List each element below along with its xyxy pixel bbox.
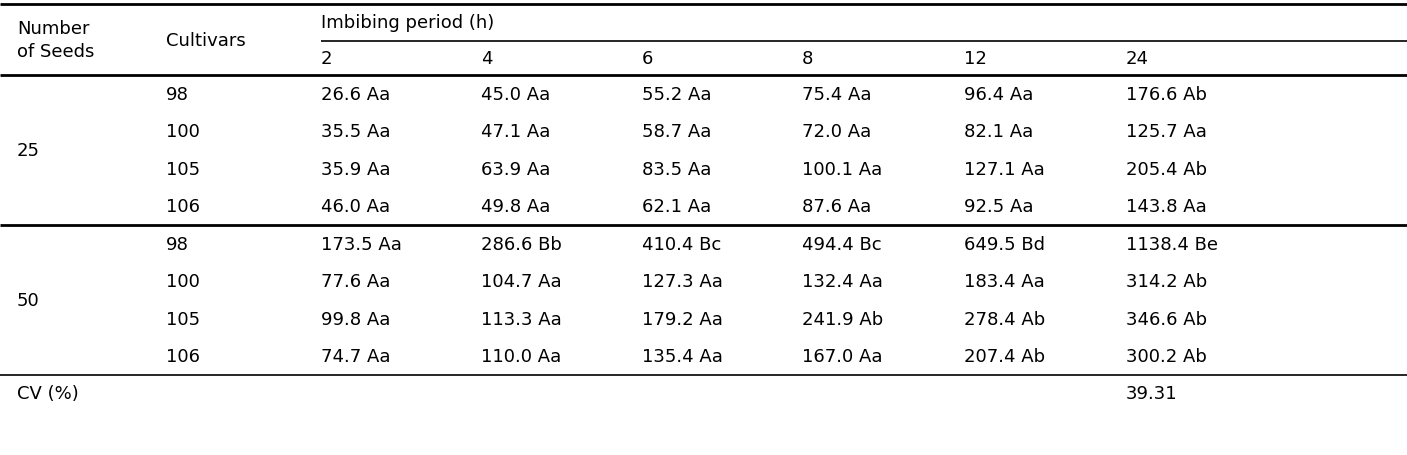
Text: 173.5 Aa: 173.5 Aa	[321, 235, 401, 253]
Text: 135.4 Aa: 135.4 Aa	[642, 348, 722, 365]
Text: 127.1 Aa: 127.1 Aa	[964, 161, 1044, 178]
Text: 92.5 Aa: 92.5 Aa	[964, 198, 1033, 216]
Text: 26.6 Aa: 26.6 Aa	[321, 86, 390, 104]
Text: 98: 98	[166, 86, 189, 104]
Text: 100: 100	[166, 123, 200, 141]
Text: 24: 24	[1126, 50, 1148, 68]
Text: 55.2 Aa: 55.2 Aa	[642, 86, 711, 104]
Text: CV (%): CV (%)	[17, 384, 79, 402]
Text: 179.2 Aa: 179.2 Aa	[642, 310, 722, 328]
Text: 1138.4 Be: 1138.4 Be	[1126, 235, 1217, 253]
Text: 8: 8	[802, 50, 813, 68]
Text: 4: 4	[481, 50, 492, 68]
Text: 98: 98	[166, 235, 189, 253]
Text: 176.6 Ab: 176.6 Ab	[1126, 86, 1207, 104]
Text: 2: 2	[321, 50, 332, 68]
Text: 183.4 Aa: 183.4 Aa	[964, 273, 1044, 291]
Text: 72.0 Aa: 72.0 Aa	[802, 123, 871, 141]
Text: 58.7 Aa: 58.7 Aa	[642, 123, 711, 141]
Text: 241.9 Ab: 241.9 Ab	[802, 310, 884, 328]
Text: 45.0 Aa: 45.0 Aa	[481, 86, 550, 104]
Text: 6: 6	[642, 50, 653, 68]
Text: 105: 105	[166, 310, 200, 328]
Text: 49.8 Aa: 49.8 Aa	[481, 198, 550, 216]
Text: 207.4 Ab: 207.4 Ab	[964, 348, 1045, 365]
Text: 35.5 Aa: 35.5 Aa	[321, 123, 390, 141]
Text: 100: 100	[166, 273, 200, 291]
Text: 74.7 Aa: 74.7 Aa	[321, 348, 390, 365]
Text: 75.4 Aa: 75.4 Aa	[802, 86, 871, 104]
Text: 104.7 Aa: 104.7 Aa	[481, 273, 561, 291]
Text: Number
of Seeds: Number of Seeds	[17, 20, 94, 61]
Text: 300.2 Ab: 300.2 Ab	[1126, 348, 1206, 365]
Text: 50: 50	[17, 291, 39, 309]
Text: 127.3 Aa: 127.3 Aa	[642, 273, 722, 291]
Text: 87.6 Aa: 87.6 Aa	[802, 198, 871, 216]
Text: 12: 12	[964, 50, 986, 68]
Text: 314.2 Ab: 314.2 Ab	[1126, 273, 1207, 291]
Text: 46.0 Aa: 46.0 Aa	[321, 198, 390, 216]
Text: 278.4 Ab: 278.4 Ab	[964, 310, 1045, 328]
Text: 125.7 Aa: 125.7 Aa	[1126, 123, 1206, 141]
Text: 83.5 Aa: 83.5 Aa	[642, 161, 711, 178]
Text: 410.4 Bc: 410.4 Bc	[642, 235, 720, 253]
Text: 63.9 Aa: 63.9 Aa	[481, 161, 550, 178]
Text: 47.1 Aa: 47.1 Aa	[481, 123, 550, 141]
Text: 105: 105	[166, 161, 200, 178]
Text: 35.9 Aa: 35.9 Aa	[321, 161, 390, 178]
Text: 99.8 Aa: 99.8 Aa	[321, 310, 390, 328]
Text: 39.31: 39.31	[1126, 384, 1178, 402]
Text: 82.1 Aa: 82.1 Aa	[964, 123, 1033, 141]
Text: 649.5 Bd: 649.5 Bd	[964, 235, 1045, 253]
Text: 100.1 Aa: 100.1 Aa	[802, 161, 882, 178]
Text: 106: 106	[166, 198, 200, 216]
Text: 62.1 Aa: 62.1 Aa	[642, 198, 711, 216]
Text: 286.6 Bb: 286.6 Bb	[481, 235, 561, 253]
Text: 96.4 Aa: 96.4 Aa	[964, 86, 1033, 104]
Text: 494.4 Bc: 494.4 Bc	[802, 235, 882, 253]
Text: Imbibing period (h): Imbibing period (h)	[321, 15, 494, 32]
Text: 346.6 Ab: 346.6 Ab	[1126, 310, 1207, 328]
Text: 110.0 Aa: 110.0 Aa	[481, 348, 561, 365]
Text: Cultivars: Cultivars	[166, 31, 246, 50]
Text: 143.8 Aa: 143.8 Aa	[1126, 198, 1206, 216]
Text: 25: 25	[17, 142, 39, 160]
Text: 106: 106	[166, 348, 200, 365]
Text: 132.4 Aa: 132.4 Aa	[802, 273, 882, 291]
Text: 205.4 Ab: 205.4 Ab	[1126, 161, 1207, 178]
Text: 113.3 Aa: 113.3 Aa	[481, 310, 561, 328]
Text: 167.0 Aa: 167.0 Aa	[802, 348, 882, 365]
Text: 77.6 Aa: 77.6 Aa	[321, 273, 390, 291]
